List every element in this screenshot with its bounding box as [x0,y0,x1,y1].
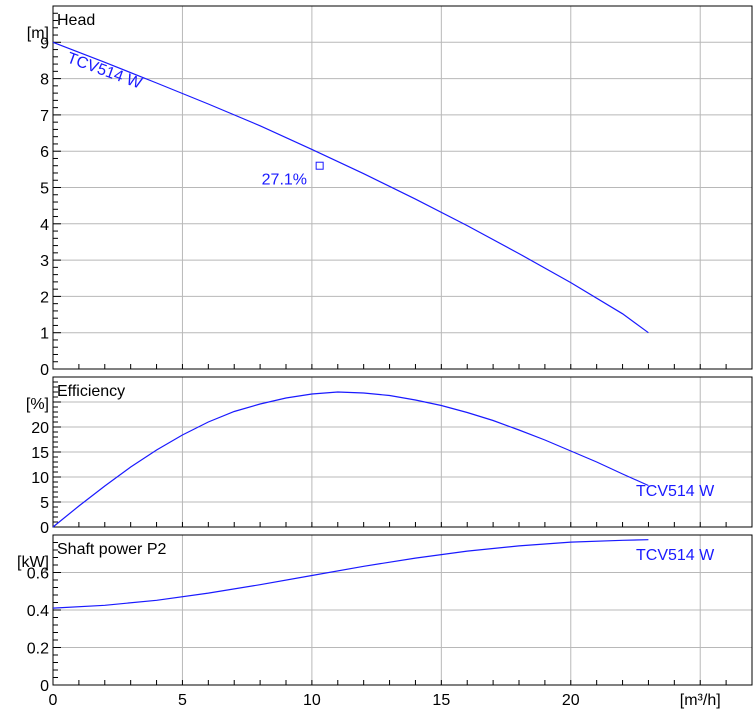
y-unit-label: [kW] [17,554,49,571]
y-tick-label: 1 [40,326,49,343]
series-line [52,391,649,528]
y-tick-label: 0.6 [27,566,49,583]
y-tick-label: 0 [40,520,49,537]
y-tick-label: 4 [40,217,49,234]
panel-title: Efficiency [57,383,125,400]
panel-1: 0 1 2 3 4 5 6 7 8 9 Head [m] TCV514 W 27.1% [27,5,753,379]
y-unit-label: [m] [27,25,49,42]
series-line [52,41,649,334]
y-tick-label: 2 [40,289,49,306]
series-line [52,539,649,609]
series-label: TCV514 W [636,547,715,564]
y-tick-label: 7 [40,108,49,125]
y-tick-label: 8 [40,72,49,89]
y-tick-label: 0 [40,678,49,695]
y-tick-label: 9 [40,35,49,52]
y-unit-label: [%] [26,396,49,413]
y-tick-label: 0.4 [27,603,49,620]
x-tick-label: 20 [562,692,580,709]
x-tick-label: 0 [49,692,58,709]
y-tick-label: 15 [31,445,49,462]
panel-frame [52,5,753,370]
y-tick-label: 0 [40,362,49,379]
y-tick-label: 5 [40,181,49,198]
y-tick-label: 0.2 [27,641,49,658]
y-tick-label: 10 [31,470,49,487]
y-tick-label: 6 [40,144,49,161]
panel-title: Head [57,12,95,29]
series-label: TCV514 W [65,50,145,93]
operating-point-label: 27.1% [262,172,307,189]
y-tick-label: 5 [40,495,49,512]
y-tick-label: 3 [40,253,49,270]
x-unit-label: [m³/h] [680,692,721,709]
panel-title: Shaft power P2 [57,541,167,558]
y-tick-label: 20 [31,420,49,437]
x-tick-label: 15 [432,692,450,709]
panel-frame [52,534,753,686]
panel-2: 0 5 10 15 20 Efficiency [%] TCV514 W [26,376,753,537]
series-label: TCV514 W [636,483,715,500]
panel-3: 0 0.2 0.4 0.6 Shaft power P2 [kW] TCV514 W [17,534,753,695]
x-tick-label: 10 [303,692,321,709]
operating-point-marker [315,161,324,170]
x-tick-label: 5 [178,692,187,709]
panel-frame [52,376,753,528]
